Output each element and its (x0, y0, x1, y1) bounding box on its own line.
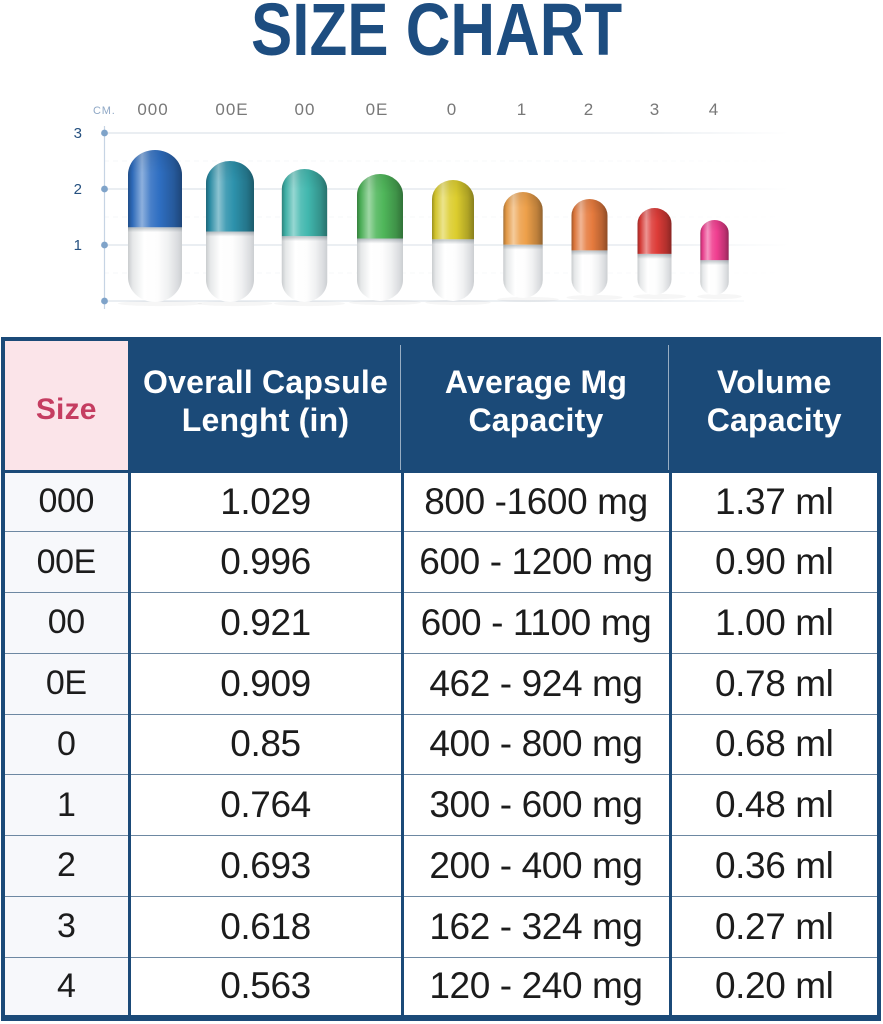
svg-text:00E: 00E (215, 100, 248, 119)
svg-text:2: 2 (584, 100, 594, 119)
svg-text:0E: 0E (366, 100, 389, 119)
svg-text:2: 2 (74, 181, 82, 198)
svg-text:CM.: CM. (93, 105, 116, 117)
svg-text:3: 3 (650, 100, 660, 119)
svg-text:000: 000 (137, 100, 168, 119)
svg-text:3: 3 (74, 125, 82, 142)
svg-text:00: 00 (295, 100, 316, 119)
svg-text:1: 1 (74, 237, 82, 254)
svg-text:1: 1 (517, 100, 527, 119)
svg-text:0: 0 (447, 100, 457, 119)
svg-text:4: 4 (709, 100, 719, 119)
